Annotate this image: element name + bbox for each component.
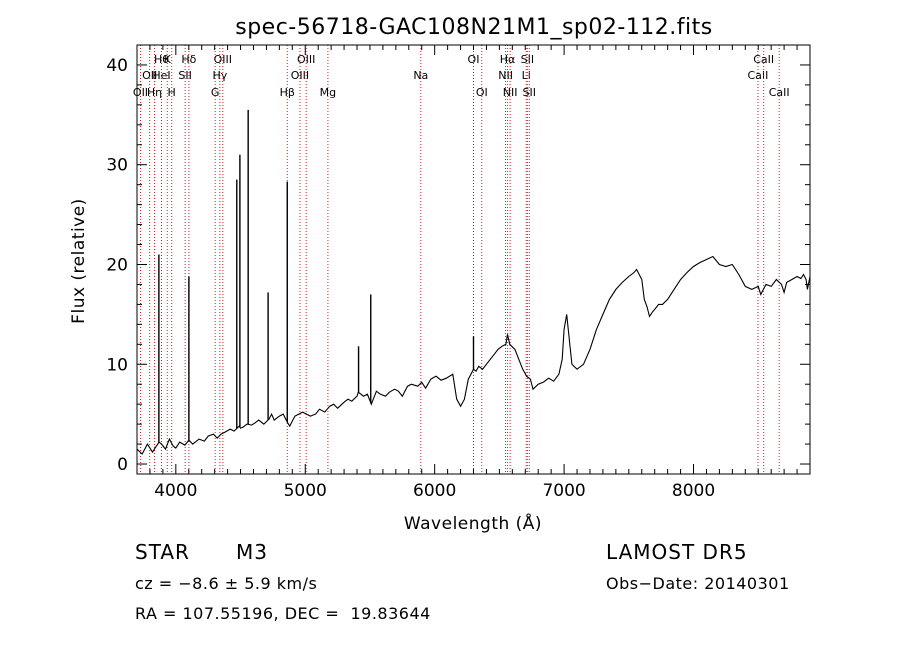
marker-label: NII — [498, 69, 513, 82]
marker-label: CaII — [753, 53, 774, 66]
marker-label: K — [164, 53, 172, 66]
plot-frame — [136, 44, 811, 475]
marker-label: OII — [133, 86, 148, 99]
marker-label: OIII — [297, 53, 315, 66]
y-tick-label: 30 — [106, 156, 128, 176]
marker-label: OI — [468, 53, 480, 66]
x-tick-label: 7000 — [542, 481, 585, 501]
obs-date: Obs−Date: 20140301 — [606, 574, 790, 593]
marker-label: OIII — [214, 53, 232, 66]
y-axis: 0 10 20 30 40 — [106, 56, 810, 475]
x-axis-label: Wavelength (Å) — [404, 512, 542, 534]
marker-label: Hη — [147, 86, 162, 99]
subclass: M3 — [236, 540, 268, 564]
chart-title: spec-56718-GAC108N21M1_sp02-112.fits — [235, 15, 713, 40]
spectrum-series — [136, 109, 811, 455]
marker-label: SII — [178, 69, 191, 82]
marker-label: Hγ — [212, 69, 227, 82]
marker-label: Li — [522, 69, 531, 82]
survey-name: LAMOST DR5 — [606, 540, 748, 564]
marker-label: CaII — [769, 86, 790, 99]
marker-label: SII — [521, 53, 534, 66]
marker-label: OI — [476, 86, 488, 99]
marker-label: NII — [503, 86, 518, 99]
x-tick-label: 5000 — [284, 481, 327, 501]
x-tick-label: 6000 — [413, 481, 456, 501]
coordinates: RA = 107.55196, DEC = 19.83644 — [135, 604, 431, 623]
marker-label: G — [211, 86, 220, 99]
y-tick-label: 40 — [106, 56, 128, 76]
marker-label: OII — [142, 69, 157, 82]
spectrum-line — [136, 255, 811, 455]
marker-label: Hδ — [181, 53, 196, 66]
marker-label: Hα — [500, 53, 516, 66]
marker-label: Mg — [320, 86, 336, 99]
object-type: STAR — [135, 540, 190, 564]
y-tick-label: 20 — [106, 255, 128, 275]
x-tick-label: 4000 — [154, 481, 197, 501]
x-axis: 4000 5000 6000 7000 8000 — [149, 45, 798, 501]
y-tick-label: 10 — [106, 355, 128, 375]
x-tick-label: 8000 — [672, 481, 715, 501]
marker-label: H — [168, 86, 176, 99]
marker-label: Hθ — [154, 53, 169, 66]
y-axis-label: Flux (relative) — [69, 198, 89, 324]
marker-label: SII — [523, 86, 536, 99]
marker-label: Hβ — [280, 86, 295, 99]
marker-label: HeI — [152, 69, 170, 82]
y-tick-label: 0 — [117, 455, 128, 475]
line-markers: OIIOIIHηHθHeIKHHδSIIGHγOIIIHβOIIIOIIIMgN… — [133, 45, 790, 474]
marker-label: CaII — [748, 69, 769, 82]
marker-label: Na — [413, 69, 428, 82]
marker-label: OIII — [291, 69, 309, 82]
redshift-cz: cz = −8.6 ± 5.9 km/s — [135, 574, 318, 593]
